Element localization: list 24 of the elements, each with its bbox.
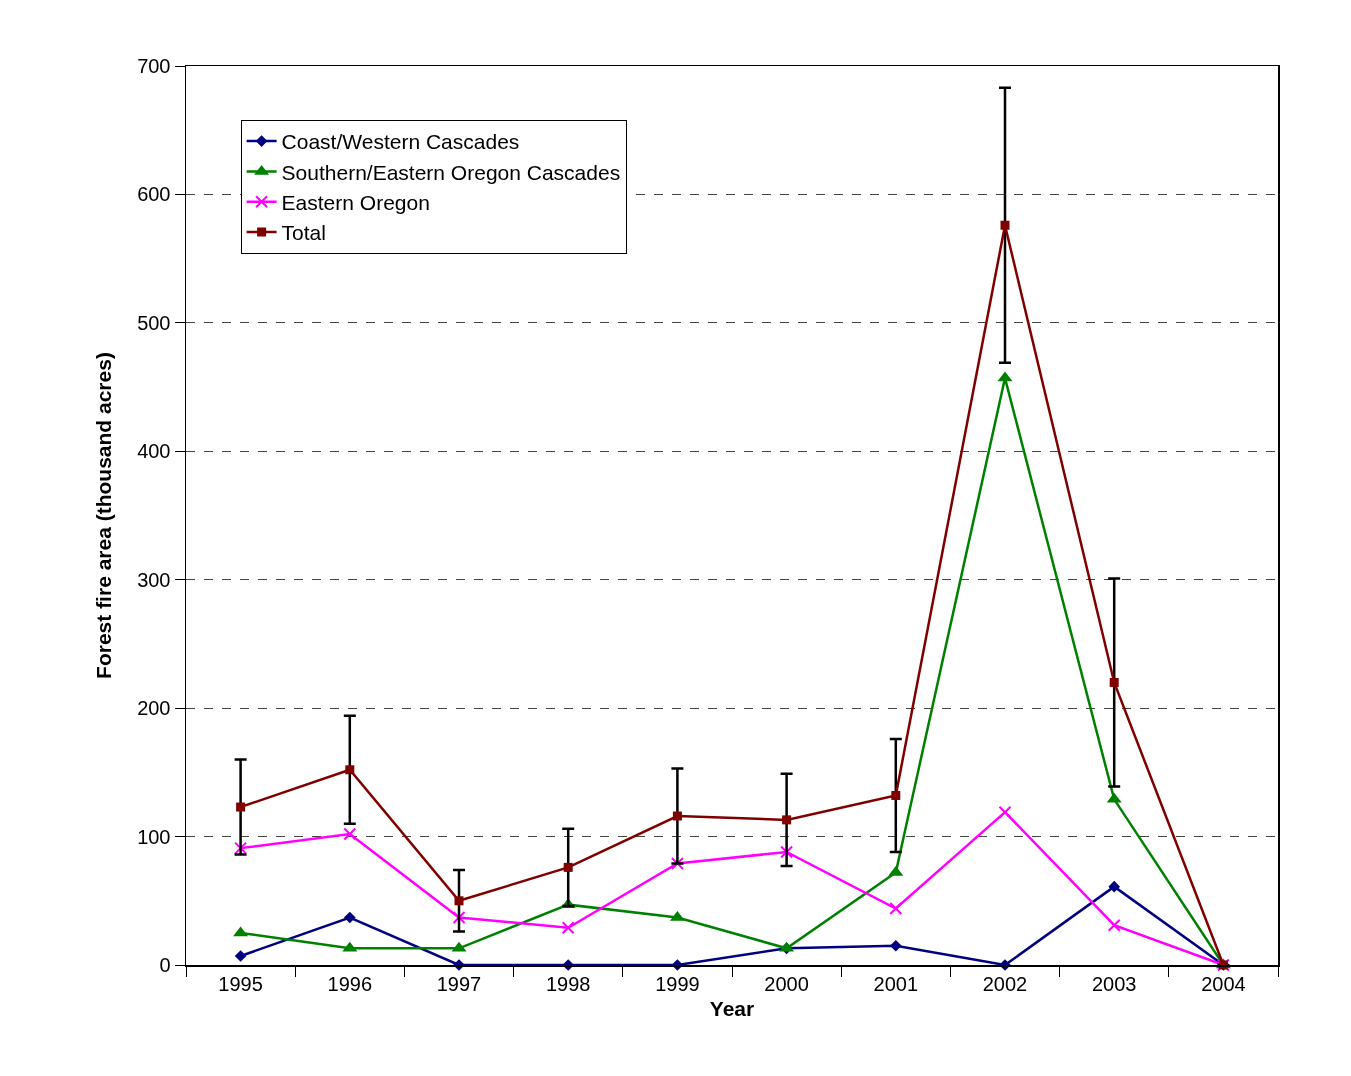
y-tick-label: 300 (137, 568, 171, 591)
x-axis-title: Year (709, 997, 755, 1021)
y-axis-title: Forest fire area (thousand acres) (91, 352, 115, 679)
x-tick-label: 2000 (764, 972, 809, 995)
x-tick-label: 1998 (545, 972, 591, 995)
x-tick-label: 2004 (1201, 972, 1246, 995)
y-tick-label: 200 (137, 697, 171, 720)
y-tick-label: 500 (137, 311, 171, 334)
y-tick-label: 600 (137, 183, 171, 206)
y-tick-label: 400 (137, 440, 171, 463)
x-tick-label: 2001 (873, 972, 919, 995)
legend-label: Eastern Oregon (281, 190, 430, 214)
x-tick-label: 2003 (1091, 972, 1137, 995)
y-tick-label: 0 (159, 954, 171, 976)
y-tick-label: 100 (137, 825, 171, 848)
x-tick-label: 1997 (436, 972, 482, 995)
x-tick-label: 1995 (218, 972, 263, 995)
legend-label: Coast/Western Cascades (281, 130, 520, 154)
legend-label: Southern/Eastern Oregon Cascades (281, 160, 621, 184)
x-tick-label: 1999 (655, 972, 700, 995)
legend-label: Total (281, 221, 326, 245)
x-tick-label: 2002 (982, 972, 1028, 995)
y-tick-label: 700 (137, 55, 171, 77)
x-tick-label: 1996 (327, 972, 373, 995)
